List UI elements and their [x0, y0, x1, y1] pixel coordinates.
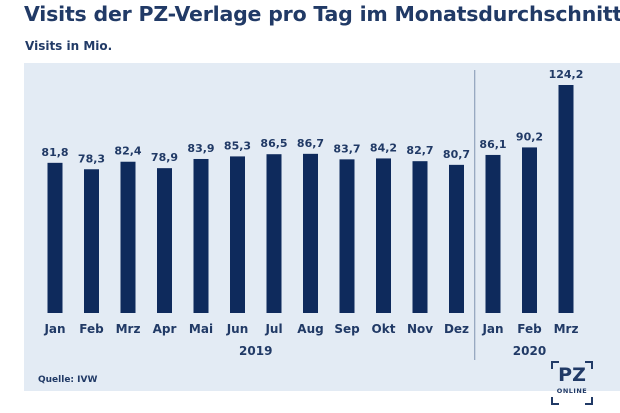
- logo-corner-icon: [551, 361, 559, 369]
- logo-sub-text: ONLINE: [556, 387, 588, 395]
- pz-online-logo: PZ ONLINE: [551, 361, 593, 405]
- bar: [376, 158, 391, 313]
- data-label: 86,1: [479, 138, 506, 151]
- data-label: 90,2: [516, 130, 543, 143]
- bar: [558, 85, 574, 313]
- source-note: Quelle: IVW: [38, 375, 98, 385]
- bar: [157, 168, 172, 313]
- x-tick-label: Feb: [79, 322, 104, 336]
- data-label: 124,2: [549, 68, 584, 81]
- data-label: 78,9: [151, 151, 178, 164]
- data-label: 86,5: [260, 137, 287, 150]
- bar: [120, 161, 136, 313]
- bar: [522, 147, 537, 313]
- data-label: 83,7: [333, 142, 360, 155]
- chart-subtitle: Visits in Mio.: [25, 39, 113, 53]
- bar: [339, 159, 355, 313]
- bar: [193, 158, 209, 313]
- year-group-label: 2020: [513, 344, 546, 358]
- bar: [303, 153, 318, 313]
- x-tick-label: Nov: [407, 322, 433, 336]
- x-tick-label: Mrz: [554, 322, 579, 336]
- x-tick-label: Feb: [517, 322, 542, 336]
- x-tick-label: Mai: [189, 322, 213, 336]
- x-tick-label: Jan: [481, 322, 503, 336]
- data-label: 83,9: [187, 142, 214, 155]
- data-label: 81,8: [41, 146, 68, 159]
- data-label: 80,7: [443, 148, 470, 161]
- x-tick-label: Apr: [153, 322, 177, 336]
- data-label: 85,3: [224, 139, 251, 152]
- year-group-label: 2019: [239, 344, 272, 358]
- x-tick-label: Aug: [297, 322, 323, 336]
- bar: [266, 154, 282, 313]
- data-label: 84,2: [370, 141, 397, 154]
- x-tick-label: Jun: [226, 322, 249, 336]
- data-label: 82,7: [406, 144, 433, 157]
- x-tick-label: Okt: [372, 322, 396, 336]
- bar: [449, 164, 464, 313]
- bar: [84, 169, 99, 313]
- logo-corner-icon: [585, 397, 593, 405]
- bar: [230, 156, 245, 313]
- data-label: 78,3: [78, 152, 105, 165]
- x-tick-label: Sep: [334, 322, 360, 336]
- data-label: 86,7: [297, 137, 324, 150]
- x-tick-label: Jan: [43, 322, 65, 336]
- x-tick-label: Mrz: [116, 322, 141, 336]
- bar: [412, 161, 428, 313]
- logo-main-text: PZ: [558, 364, 586, 386]
- logo-corner-icon: [585, 361, 593, 369]
- logo-corner-icon: [551, 397, 559, 405]
- x-tick-label: Jul: [264, 322, 282, 336]
- bar: [485, 154, 501, 313]
- data-label: 82,4: [114, 145, 141, 158]
- bar: [47, 162, 63, 313]
- x-tick-label: Dez: [444, 322, 469, 336]
- chart-title: Visits der PZ-Verlage pro Tag im Monatsd…: [24, 2, 620, 26]
